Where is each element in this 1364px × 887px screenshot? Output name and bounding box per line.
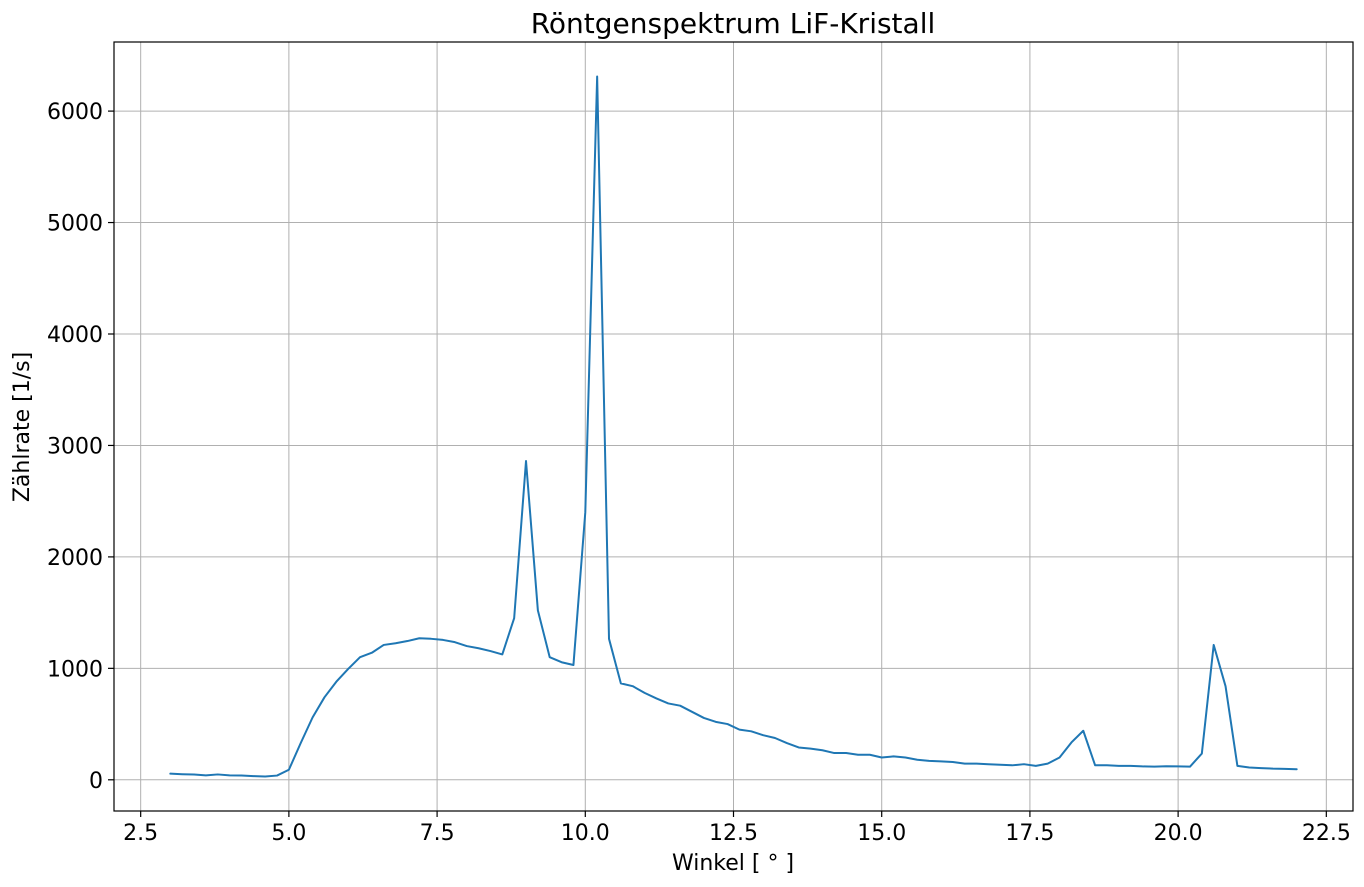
- y-tick-label: 6000: [47, 100, 103, 125]
- y-tick-label: 5000: [47, 212, 103, 237]
- x-tick-label: 22.5: [1302, 821, 1351, 846]
- y-axis-ticks: 0 1000 2000 3000 4000 5000 6000: [47, 100, 114, 794]
- x-axis-ticks: 2.5 5.0 7.5 10.0 12.5 15.0 17.5 20.0 22.5: [123, 811, 1351, 846]
- y-axis-label: Zählrate [1/s]: [10, 352, 35, 502]
- x-tick-label: 20.0: [1154, 821, 1203, 846]
- y-tick-label: 1000: [47, 657, 103, 682]
- x-tick-label: 15.0: [857, 821, 906, 846]
- x-tick-label: 12.5: [709, 821, 758, 846]
- y-tick-label: 2000: [47, 546, 103, 571]
- y-grid: [114, 110, 1353, 781]
- y-tick-label: 3000: [47, 434, 103, 459]
- x-tick-label: 7.5: [420, 821, 455, 846]
- x-tick-label: 2.5: [123, 821, 158, 846]
- x-tick-label: 17.5: [1005, 821, 1054, 846]
- x-tick-label: 10.0: [561, 821, 610, 846]
- x-grid: [140, 42, 1327, 811]
- x-axis-label: Winkel [ ° ]: [672, 851, 794, 876]
- chart-title: Röntgenspektrum LiF-Kristall: [531, 7, 936, 40]
- y-tick-label: 0: [89, 769, 103, 794]
- x-tick-label: 5.0: [271, 821, 306, 846]
- y-tick-label: 4000: [47, 323, 103, 348]
- series-line: [169, 75, 1298, 778]
